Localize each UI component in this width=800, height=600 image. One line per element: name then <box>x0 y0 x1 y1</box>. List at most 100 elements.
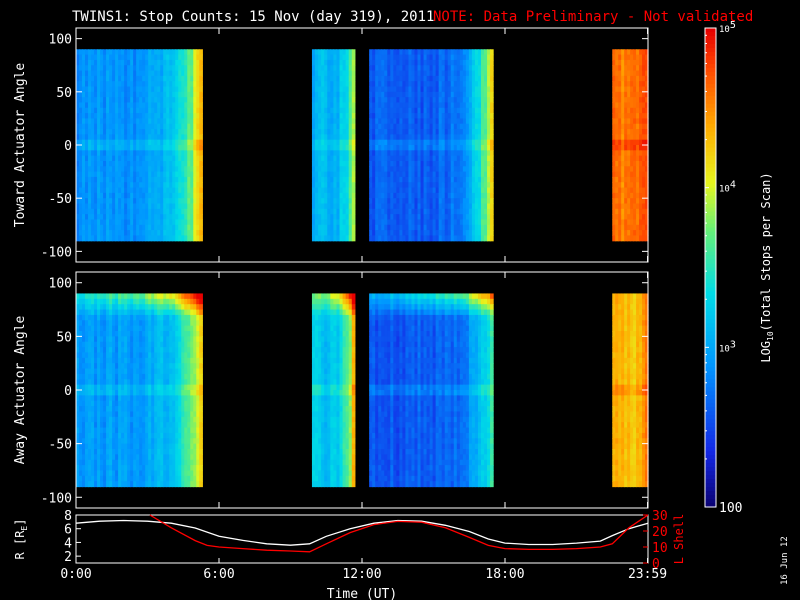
heatmap-cell <box>645 123 649 130</box>
heatmap-cell <box>136 214 140 221</box>
heatmap-cell <box>490 113 494 120</box>
heatmap-cell <box>82 150 86 157</box>
heatmap-cell <box>151 192 155 199</box>
heatmap-cell <box>369 75 373 82</box>
heatmap-cell <box>417 145 422 151</box>
heatmap-cell <box>118 129 122 135</box>
heatmap-cell <box>330 91 334 98</box>
heatmap-cell <box>612 235 616 242</box>
heatmap-cell <box>369 123 373 130</box>
heatmap-cell <box>417 102 422 109</box>
heatmap-cell <box>487 91 491 98</box>
heatmap-cell <box>471 224 476 231</box>
heatmap-cell <box>621 203 625 210</box>
heatmap-cell <box>127 390 131 396</box>
heatmap-cell <box>378 235 382 242</box>
heatmap-cell <box>315 113 319 120</box>
heatmap-cell <box>618 70 622 77</box>
heatmap-cell <box>157 203 161 210</box>
heatmap-cell <box>627 123 631 130</box>
heatmap-cell <box>645 171 649 178</box>
heatmap-cell <box>79 230 83 237</box>
heatmap-cell <box>97 123 101 130</box>
heatmap-cell <box>624 198 628 205</box>
heatmap-cell <box>615 219 619 226</box>
heatmap-cell <box>148 171 152 178</box>
heatmap-cell <box>112 341 116 348</box>
heatmap-cell <box>330 230 334 237</box>
heatmap-cell <box>145 70 149 77</box>
heatmap-cell <box>438 203 443 210</box>
heatmap-cell <box>639 155 643 162</box>
heatmap-cell <box>133 390 137 396</box>
heatmap-cell <box>163 81 167 88</box>
heatmap-cell <box>630 97 634 104</box>
heatmap-cell <box>196 113 200 120</box>
heatmap-cell <box>621 176 625 183</box>
heatmap-cell <box>399 219 403 226</box>
heatmap-cell <box>369 203 373 210</box>
heatmap-cell <box>453 155 458 162</box>
heatmap-cell <box>396 118 400 125</box>
heatmap-cell <box>112 379 116 386</box>
heatmap-cell <box>118 475 122 482</box>
heatmap-cell <box>621 59 625 66</box>
heatmap-cell <box>408 102 413 109</box>
heatmap-cell <box>133 150 137 157</box>
heatmap-cell <box>142 139 146 146</box>
heatmap-cell <box>490 155 494 162</box>
heatmap-cell <box>115 166 119 173</box>
heatmap-cell <box>393 192 397 199</box>
heatmap-cell <box>166 235 170 242</box>
heatmap-cell <box>417 81 422 88</box>
heatmap-cell <box>97 470 101 477</box>
heatmap-cell <box>438 219 443 226</box>
heatmap-cell <box>444 139 449 146</box>
heatmap-cell <box>450 59 455 66</box>
heatmap-cell <box>130 325 134 332</box>
heatmap-cell <box>345 230 350 237</box>
heatmap-cell <box>136 219 140 226</box>
heatmap-cell <box>151 454 155 461</box>
heatmap-cell <box>160 75 164 82</box>
heatmap-cell <box>76 86 80 93</box>
heatmap-cell <box>136 176 140 183</box>
heatmap-cell <box>187 129 191 135</box>
heatmap-cell <box>133 129 137 135</box>
heatmap-cell <box>106 65 110 72</box>
heatmap-cell <box>639 65 643 72</box>
heatmap-cell <box>163 134 167 141</box>
heatmap-cell <box>612 176 616 183</box>
heatmap-cell <box>139 176 143 183</box>
heatmap-cell <box>402 59 407 66</box>
heatmap-cell <box>121 203 125 210</box>
heatmap-cell <box>420 198 425 205</box>
heatmap-cell <box>121 192 125 199</box>
heatmap-cell <box>342 214 347 221</box>
heatmap-cell <box>390 182 394 189</box>
heatmap-cell <box>384 203 388 210</box>
heatmap-cell <box>474 187 479 194</box>
heatmap-cell <box>465 230 470 237</box>
heatmap-cell <box>157 219 161 226</box>
heatmap-cell <box>468 182 473 189</box>
heatmap-cell <box>615 113 619 120</box>
heatmap-cell <box>369 70 373 77</box>
heatmap-cell <box>106 454 110 461</box>
heatmap-cell <box>459 224 464 231</box>
heatmap-cell <box>136 293 140 300</box>
heatmap-cell <box>390 187 394 194</box>
heatmap-cell <box>627 134 631 141</box>
heatmap-cell <box>423 192 428 199</box>
heatmap-cell <box>133 454 137 461</box>
heatmap-cell <box>112 54 116 61</box>
heatmap-cell <box>82 166 86 173</box>
heatmap-cell <box>121 198 125 205</box>
heatmap-cell <box>193 155 197 162</box>
heatmap-cell <box>318 208 322 215</box>
heatmap-cell <box>447 145 452 151</box>
heatmap-cell <box>624 176 628 183</box>
heatmap-cell <box>627 160 631 167</box>
heatmap-cell <box>399 118 403 125</box>
heatmap-cell <box>348 129 353 135</box>
